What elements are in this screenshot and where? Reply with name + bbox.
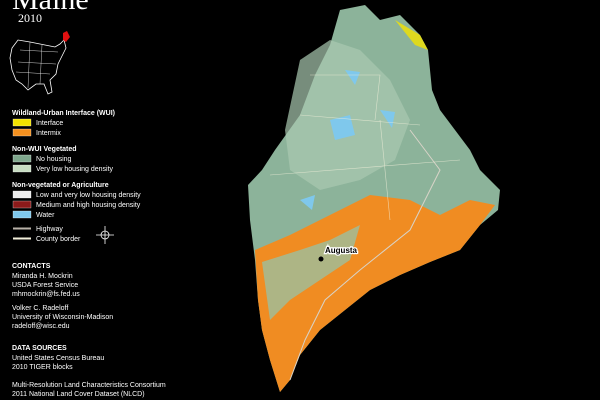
info: CONTACTS Miranda H. Mockrin USDA Forest Se… <box>12 263 166 398</box>
legend-swatch <box>12 164 32 173</box>
city-label: Augusta <box>325 246 358 255</box>
legend-label: Intermix <box>36 130 61 137</box>
legend-swatch <box>12 128 32 137</box>
legend-swatch <box>12 154 32 163</box>
title: Maine <box>12 0 89 16</box>
legend-label: Low and very low housing density <box>36 192 141 199</box>
compass <box>96 226 114 244</box>
source-line: United States Census Bureau <box>12 355 104 362</box>
contact-line: mhmockrin@fs.fed.us <box>12 291 80 298</box>
legend-label: Highway <box>36 226 63 233</box>
legend-label: Medium and high housing density <box>36 202 141 209</box>
contact-line: Volker C. Radeloff <box>12 305 68 312</box>
contact-line: University of Wisconsin-Madison <box>12 314 113 321</box>
legend-swatch <box>12 118 32 127</box>
legend-label: County border <box>36 236 81 243</box>
legend-group-title: Non-WUI Vegetated <box>12 146 77 153</box>
legend: Wildland-Urban Interface (WUI) Interface I… <box>12 110 141 243</box>
legend-label: Water <box>36 212 55 219</box>
source-line: 2010 TIGER blocks <box>12 364 73 371</box>
contact-line: Miranda H. Mockrin <box>12 273 73 280</box>
contact-line: USDA Forest Service <box>12 282 78 289</box>
legend-group-title: Non-vegetated or Agriculture <box>12 182 109 189</box>
legend-label: No housing <box>36 156 72 163</box>
legend-label: Very low housing density <box>36 166 114 173</box>
section-title: CONTACTS <box>12 263 51 270</box>
legend-swatch <box>12 200 32 209</box>
legend-swatch <box>12 210 32 219</box>
legend-swatch <box>12 190 32 199</box>
contact-line: radeloff@wisc.edu <box>12 323 70 330</box>
year: 2010 <box>18 11 42 25</box>
source-line: Multi-Resolution Land Characteristics Co… <box>12 382 166 389</box>
legend-group-title: Wildland-Urban Interface (WUI) <box>12 110 115 117</box>
source-line: 2011 National Land Cover Dataset (NLCD) <box>12 391 145 398</box>
section-title: DATA SOURCES <box>12 345 67 352</box>
maine-map: Augusta <box>248 5 500 392</box>
legend-label: Interface <box>36 120 63 127</box>
us-inset <box>9 31 70 95</box>
